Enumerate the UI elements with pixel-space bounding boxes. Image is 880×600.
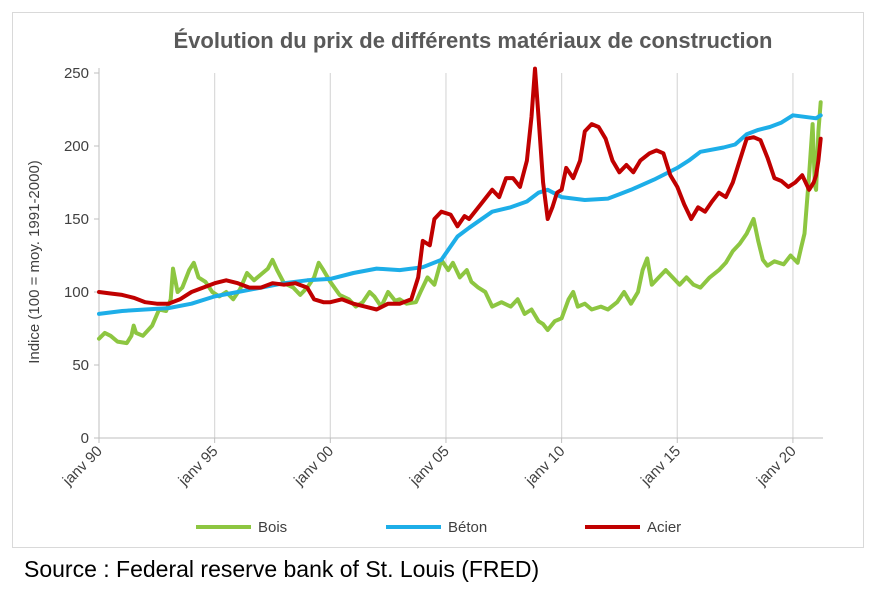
legend-label: Béton (448, 519, 487, 536)
gridlines (214, 73, 794, 438)
x-tick-label: janv 90 (59, 443, 106, 490)
y-tick-label: 150 (64, 211, 89, 228)
line-chart: Évolution du prix de différents matériau… (26, 28, 823, 536)
x-tick-label: janv 95 (175, 443, 222, 490)
x-tick-label: janv 10 (522, 443, 569, 490)
series-line-bois (97, 100, 823, 346)
x-tick-label: janv 05 (406, 443, 453, 490)
y-tick-label: 200 (64, 138, 89, 155)
y-tick-label: 50 (72, 357, 89, 374)
chart-frame: Évolution du prix de différents matériau… (12, 12, 864, 548)
x-tick-label: janv 00 (290, 443, 337, 490)
source-note: Source : Federal reserve bank of St. Lou… (24, 556, 540, 582)
y-tick-label: 250 (64, 65, 89, 82)
x-tick-label: janv 15 (637, 443, 684, 490)
x-tick-label: janv 20 (753, 443, 800, 490)
legend-label: Bois (258, 519, 287, 536)
chart-title: Évolution du prix de différents matériau… (174, 28, 773, 53)
y-tick-label: 0 (81, 430, 89, 447)
legend: Bois Béton Acier (196, 519, 681, 536)
series-line-acier (97, 66, 823, 312)
y-axis-label: Indice (100 = moy. 1991-2000) (26, 160, 43, 364)
y-tick-label: 100 (64, 284, 89, 301)
series-lines (97, 66, 823, 346)
legend-label: Acier (647, 519, 681, 536)
